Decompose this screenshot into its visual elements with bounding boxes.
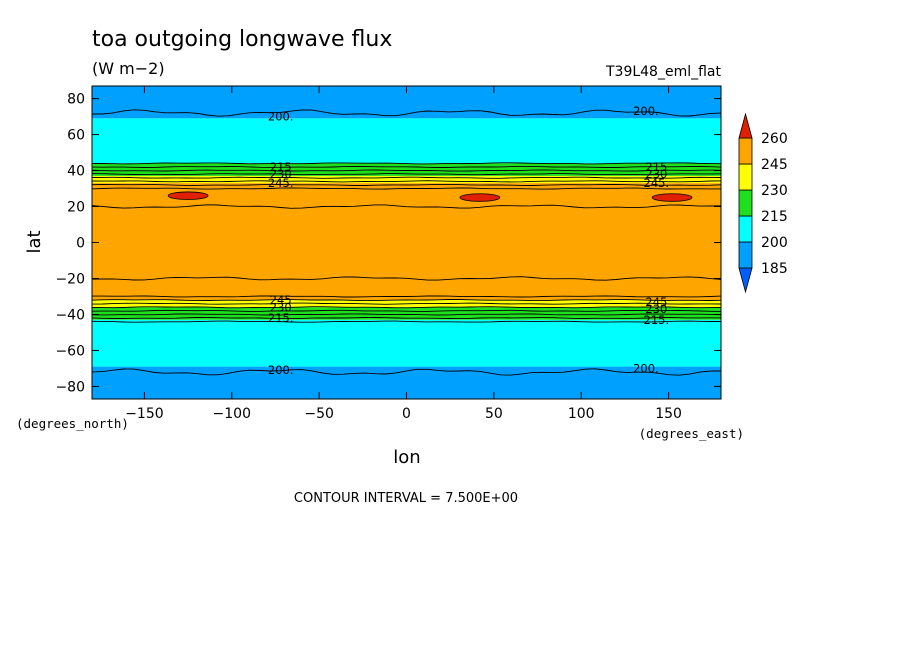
contour-label: 245. <box>644 176 670 190</box>
contour-line <box>92 169 721 172</box>
contour-line <box>92 306 721 309</box>
colorbar-extend-high <box>738 112 753 139</box>
colorbar-segment <box>738 137 753 165</box>
color-band <box>92 183 721 301</box>
colorbar-label: 185 <box>761 261 788 277</box>
y-tick-label: 0 <box>76 236 85 252</box>
y-units-label: (degrees_north) <box>16 416 129 431</box>
contour-line <box>92 173 721 176</box>
y-tick-label: −60 <box>55 343 85 359</box>
contour-line <box>92 180 721 183</box>
contour-label: 200. <box>268 110 294 124</box>
contour-label: 245 <box>270 293 292 307</box>
contour-line <box>92 183 721 186</box>
contour-line <box>92 317 721 320</box>
y-tick-label: 20 <box>67 200 85 216</box>
contour-label: 200. <box>633 361 659 375</box>
contour-label: 245 <box>645 295 667 309</box>
contour-line <box>92 295 721 298</box>
y-tick-label: 80 <box>67 92 85 108</box>
contour-label: 215 <box>270 160 292 174</box>
x-tick-label: 100 <box>568 406 595 422</box>
y-tick-label: 60 <box>67 128 85 144</box>
color-band <box>92 307 721 320</box>
contour-line <box>92 320 721 323</box>
colorbar-extend-low <box>738 267 753 294</box>
colorbar-label: 215 <box>761 209 788 225</box>
x-tick-label: −150 <box>125 406 163 422</box>
colorbar-segment <box>738 215 753 243</box>
contour-label: 230 <box>270 300 292 314</box>
units-label: (W m−2) <box>92 59 165 78</box>
contour-line <box>92 165 721 168</box>
contour-label: 230 <box>645 167 667 181</box>
contour-label: 200. <box>633 104 659 118</box>
contour-line <box>92 299 721 302</box>
x-units-label: (degrees_east) <box>639 426 744 441</box>
maximum-region <box>459 193 501 202</box>
x-tick-label: 50 <box>485 406 503 422</box>
contour-line <box>92 368 721 376</box>
color-band <box>92 175 721 184</box>
contour-label: 215. <box>644 313 670 327</box>
x-tick-label: −50 <box>304 406 334 422</box>
contour-line <box>92 309 721 312</box>
maximum-region <box>167 191 209 200</box>
x-tick-label: −100 <box>213 406 251 422</box>
contour-line <box>92 313 721 316</box>
chart-title: toa outgoing longwave flux <box>92 27 392 52</box>
colorbar-label: 245 <box>761 157 788 173</box>
contour-label: 230 <box>645 302 667 316</box>
y-axis-label: lat <box>24 230 45 253</box>
colorbar-label: 230 <box>761 183 788 199</box>
plot-area: 200. 200.215230245.215230245.245230215.24… <box>55 85 722 422</box>
colorbar: 185 200 215 230 245 260 <box>738 112 788 294</box>
x-axis-label: lon <box>393 447 420 468</box>
contour-line <box>92 176 721 179</box>
contour-line <box>92 162 721 165</box>
contour-label: 215. <box>268 311 294 325</box>
contour-line <box>92 109 721 117</box>
colorbar-label: 260 <box>761 131 788 147</box>
colorbar-segment <box>738 163 753 191</box>
contour-line <box>92 204 721 209</box>
maximum-region <box>651 193 693 202</box>
colorbar-segment <box>738 189 753 217</box>
contour-label: 200. <box>268 363 294 377</box>
y-tick-label: 40 <box>67 164 85 180</box>
contour-line <box>92 276 721 281</box>
color-band <box>92 118 721 164</box>
x-tick-label: 0 <box>402 406 411 422</box>
y-tick-label: −20 <box>55 271 85 287</box>
contour-line <box>92 302 721 305</box>
y-tick-label: −80 <box>55 379 85 395</box>
x-tick-label: 150 <box>655 406 682 422</box>
color-band <box>92 319 721 367</box>
dataset-label: T39L48_eml_flat <box>605 64 722 80</box>
contour-line <box>92 187 721 190</box>
contour-label: 245. <box>268 176 294 190</box>
colorbar-segment <box>738 241 753 269</box>
colorbar-label: 200 <box>761 235 788 251</box>
contour-label: 230 <box>270 167 292 181</box>
contour-label: 215 <box>645 160 667 174</box>
y-tick-label: −40 <box>55 307 85 323</box>
contour-interval-label: CONTOUR INTERVAL = 7.500E+00 <box>294 491 518 506</box>
